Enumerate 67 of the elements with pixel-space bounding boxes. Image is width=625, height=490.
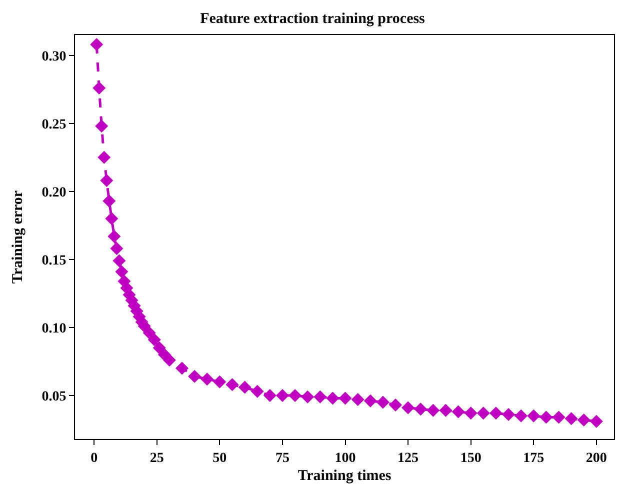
point <box>95 120 108 133</box>
point <box>108 230 121 243</box>
point <box>564 412 578 426</box>
point <box>540 410 553 424</box>
point <box>115 265 128 278</box>
point <box>112 254 126 268</box>
point <box>552 410 566 424</box>
point <box>90 38 104 52</box>
point <box>376 396 390 409</box>
point <box>276 388 289 402</box>
point <box>426 404 440 417</box>
point <box>200 372 214 386</box>
point <box>188 370 202 383</box>
point <box>489 406 502 420</box>
point <box>288 388 302 402</box>
point <box>514 409 528 422</box>
y-tick-label: 0.25 <box>42 117 66 132</box>
x-tick-label: 0 <box>90 450 98 466</box>
x-tick-label: 50 <box>212 450 227 466</box>
y-tick-label: 0.20 <box>42 185 66 200</box>
point <box>314 390 327 404</box>
x-tick-label: 100 <box>334 450 356 466</box>
point <box>326 392 340 405</box>
point <box>226 378 239 392</box>
point <box>152 341 166 354</box>
x-tick-label: 175 <box>523 450 544 466</box>
point <box>590 414 603 428</box>
point <box>213 375 226 388</box>
y-tick-label: 0.30 <box>42 49 66 64</box>
point <box>402 401 415 414</box>
point <box>263 388 276 402</box>
point <box>414 402 428 416</box>
point <box>527 409 540 422</box>
point <box>364 394 377 408</box>
point <box>301 390 314 404</box>
point <box>162 354 176 367</box>
point <box>452 405 465 418</box>
point <box>92 82 106 95</box>
point <box>464 406 478 420</box>
x-axis-title: Training times <box>298 468 392 484</box>
point <box>148 333 161 346</box>
x-tick-label: 75 <box>275 450 290 466</box>
point <box>100 174 114 188</box>
chart-title: Feature extraction training process <box>200 10 426 27</box>
point <box>577 413 590 426</box>
point <box>338 392 352 405</box>
point <box>238 380 252 394</box>
point <box>142 326 156 340</box>
y-axis-title: Training error <box>10 190 26 284</box>
x-tick-label: 200 <box>586 450 607 466</box>
point <box>110 242 124 256</box>
y-tick-label: 0.15 <box>42 253 66 268</box>
point <box>250 384 264 398</box>
point <box>98 150 111 164</box>
x-tick-label: 25 <box>150 450 164 466</box>
point <box>476 406 490 420</box>
point <box>502 408 516 422</box>
y-tick-label: 0.10 <box>42 321 66 336</box>
point <box>105 212 118 226</box>
y-tick-label: 0.05 <box>42 389 66 404</box>
point <box>102 194 116 208</box>
point <box>176 362 188 375</box>
x-tick-label: 150 <box>460 450 482 466</box>
point <box>351 393 364 406</box>
point <box>439 404 452 417</box>
point <box>388 398 402 412</box>
x-tick-label: 125 <box>398 450 419 466</box>
